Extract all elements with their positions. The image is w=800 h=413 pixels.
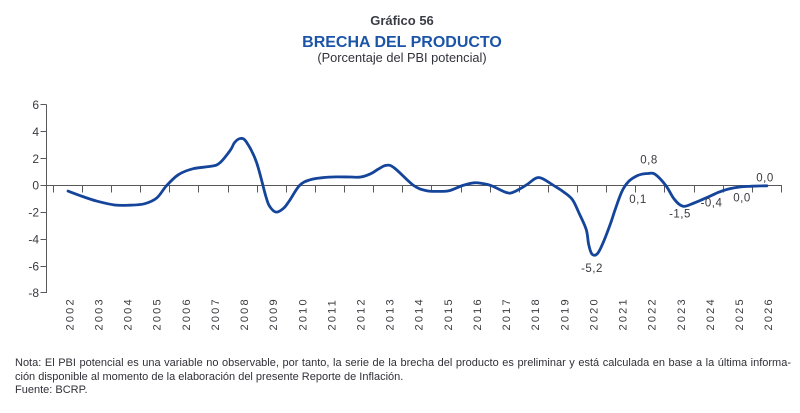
svg-text:2024: 2024 (705, 297, 717, 330)
svg-text:2025: 2025 (734, 297, 746, 330)
svg-text:2014: 2014 (414, 297, 426, 330)
svg-text:2015: 2015 (443, 297, 455, 330)
svg-text:2018: 2018 (530, 297, 542, 330)
svg-text:2022: 2022 (647, 297, 659, 330)
svg-text:0,8: 0,8 (640, 155, 658, 167)
svg-text:2003: 2003 (93, 297, 105, 330)
svg-text:2017: 2017 (501, 297, 513, 330)
svg-text:-2: -2 (28, 206, 39, 220)
svg-text:-8: -8 (28, 286, 39, 300)
svg-text:2002: 2002 (64, 297, 76, 330)
svg-text:-4: -4 (28, 232, 39, 246)
svg-text:2016: 2016 (472, 297, 484, 330)
svg-text:2020: 2020 (589, 297, 601, 330)
svg-text:-1,5: -1,5 (669, 209, 691, 221)
svg-text:2005: 2005 (152, 297, 164, 330)
svg-text:2009: 2009 (268, 297, 280, 330)
svg-text:2019: 2019 (559, 297, 571, 330)
svg-text:2007: 2007 (210, 297, 222, 330)
svg-text:-0,4: -0,4 (701, 198, 723, 210)
svg-text:2026: 2026 (763, 297, 775, 330)
svg-text:0,0: 0,0 (733, 193, 751, 205)
svg-text:2: 2 (32, 152, 39, 166)
svg-text:2012: 2012 (356, 297, 368, 330)
svg-text:0,0: 0,0 (756, 172, 774, 184)
svg-text:2010: 2010 (297, 297, 309, 330)
svg-text:-5,2: -5,2 (581, 263, 603, 275)
svg-text:2006: 2006 (181, 297, 193, 330)
svg-text:2011: 2011 (326, 298, 338, 330)
svg-text:0: 0 (32, 179, 39, 193)
svg-text:2004: 2004 (123, 297, 135, 330)
svg-text:2013: 2013 (385, 297, 397, 330)
svg-text:0,1: 0,1 (629, 194, 647, 206)
svg-text:4: 4 (32, 125, 39, 139)
svg-text:2021: 2021 (618, 297, 630, 330)
svg-text:2023: 2023 (676, 297, 688, 330)
svg-text:-6: -6 (28, 259, 39, 273)
svg-text:6: 6 (32, 98, 39, 112)
svg-text:2008: 2008 (239, 297, 251, 330)
